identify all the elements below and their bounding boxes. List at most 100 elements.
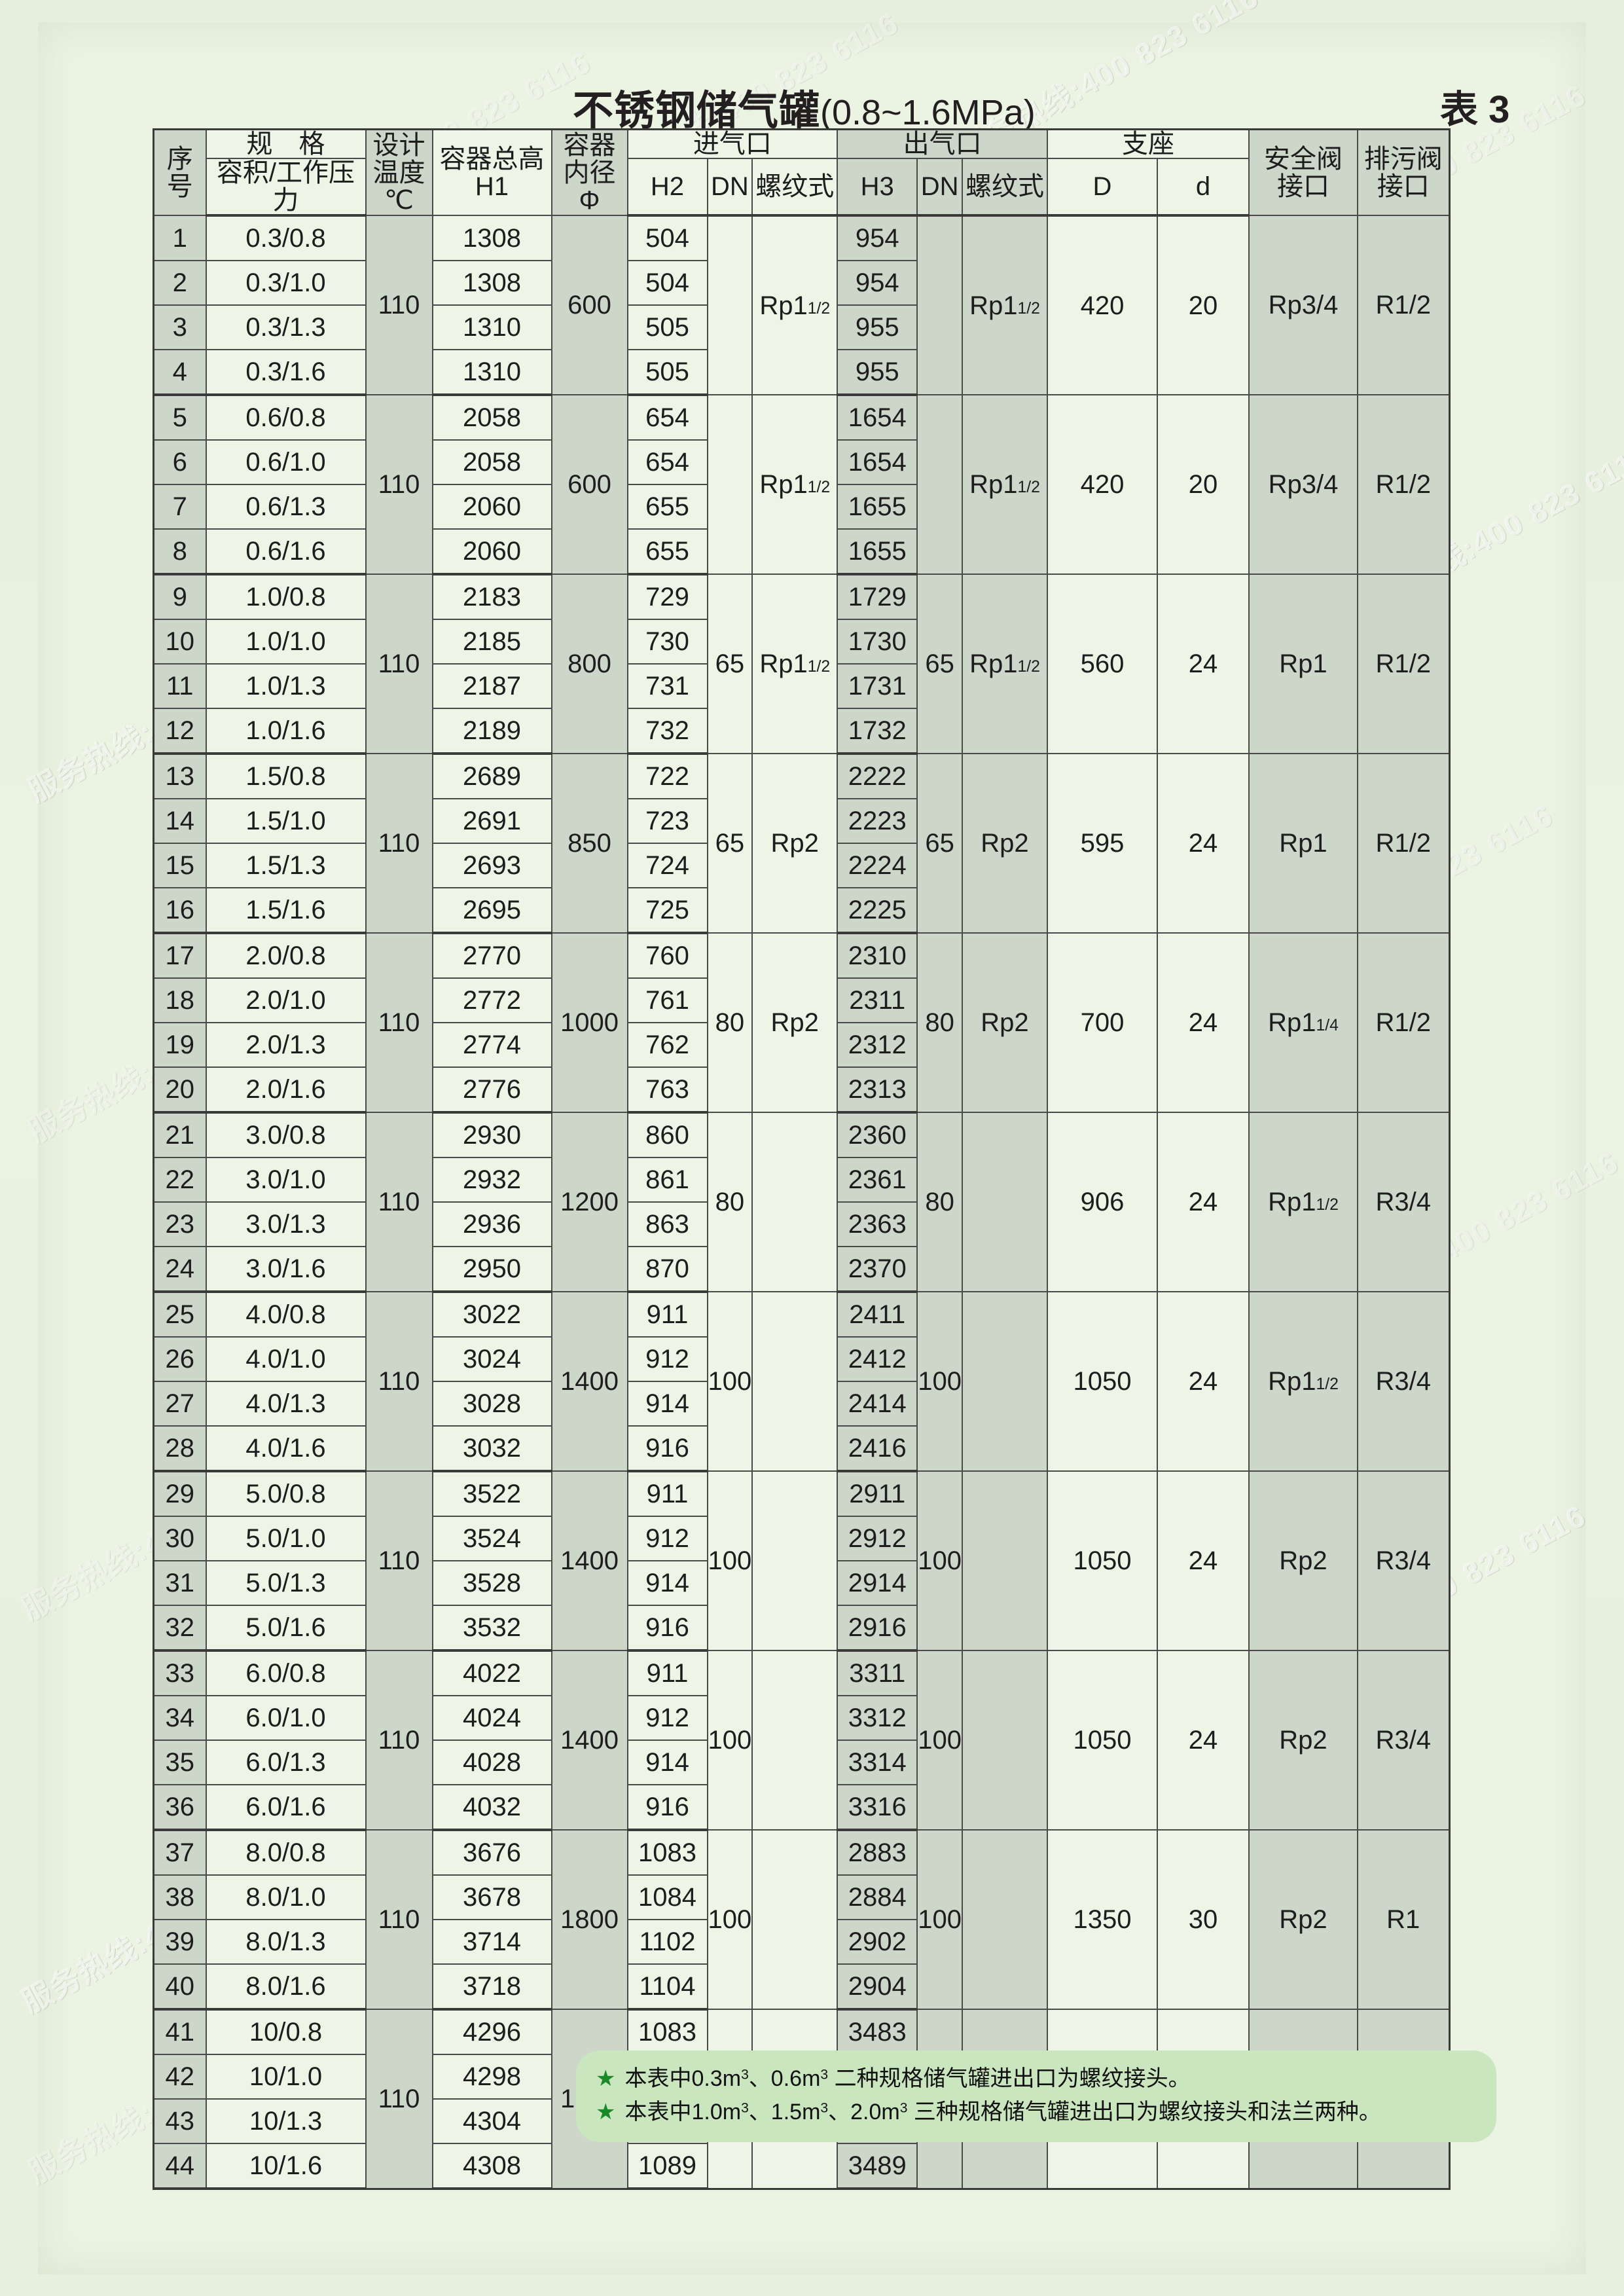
cell-seq: 31: [153, 1560, 207, 1606]
cell-outlet-h3: 2416: [837, 1425, 918, 1472]
cell-outlet-thread: [962, 1829, 1048, 2010]
cell-spec: 8.0/1.6: [205, 1963, 367, 2011]
cell-safety-valve: Rp11/4: [1248, 932, 1358, 1113]
col-header-drain-valve: 排污阀 接口: [1357, 128, 1450, 216]
cell-outlet-h3: 3311: [837, 1650, 918, 1696]
cell-seq: 20: [153, 1066, 207, 1114]
spec-table-wrap: 序 号 规 格 设计 温度 ℃ 容器总高 H1 容器 内: [153, 128, 1451, 2190]
table-row: 35 6.0/1.3 4028 914 3314: [153, 1740, 1450, 1785]
star-icon: ★: [596, 2066, 616, 2091]
cell-seq: 1: [153, 215, 207, 261]
cell-inlet-h2: 860: [626, 1112, 708, 1158]
cell-inlet-h2: 505: [626, 304, 708, 350]
cell-inner-dia: 850: [550, 753, 628, 934]
cell-outlet-h3: 2360: [837, 1112, 918, 1158]
cell-seq: 34: [153, 1695, 207, 1741]
cell-spec: 10/0.8: [205, 2009, 367, 2055]
cell-outlet-h3: 955: [837, 349, 918, 396]
cell-inlet-h2: 1089: [626, 2143, 708, 2190]
cell-drain-valve: R1/2: [1357, 394, 1450, 575]
table-row: 19 2.0/1.3 2774 762 2312: [153, 1022, 1450, 1068]
cell-inlet-h2: 912: [626, 1336, 708, 1382]
cell-total-height: 4308: [431, 2143, 552, 2190]
cell-outlet-h3: 1654: [837, 439, 918, 485]
cell-inlet-dn: 100: [706, 1470, 753, 1651]
cell-inlet-h2: 724: [626, 843, 708, 888]
cell-inlet-h2: 732: [626, 708, 708, 755]
cell-outlet-h3: 2912: [837, 1516, 918, 1561]
cell-seq: 3: [153, 304, 207, 350]
cell-outlet-h3: 2313: [837, 1066, 918, 1114]
cell-seq: 8: [153, 528, 207, 575]
cell-safety-valve: Rp1: [1248, 753, 1358, 934]
cell-inlet-h2: 911: [626, 1291, 708, 1338]
cell-support-d-small: 30: [1157, 1829, 1250, 2010]
cell-total-height: 2776: [431, 1066, 552, 1114]
title-main-text: 不锈钢储气罐: [573, 88, 821, 134]
table-row: 44 10/1.6 4308 1089 3489: [153, 2143, 1450, 2190]
total-height-line2: H1: [475, 172, 509, 201]
col-header-inlet-h2: H2: [626, 158, 708, 217]
cell-outlet-h3: 3312: [837, 1695, 918, 1741]
cell-seq: 4: [153, 349, 207, 396]
safety-valve-line2: 接口: [1277, 172, 1329, 201]
cell-drain-valve: R3/4: [1357, 1112, 1450, 1292]
cell-support-d-small: 24: [1157, 574, 1250, 754]
cell-safety-valve: Rp2: [1248, 1470, 1358, 1651]
cell-inner-dia: 800: [550, 574, 628, 754]
cell-outlet-dn: 80: [916, 932, 963, 1113]
table-row: 7 0.6/1.3 2060 655 1655: [153, 484, 1450, 530]
cell-total-height: 3714: [431, 1919, 552, 1965]
cell-support-d: 700: [1047, 932, 1158, 1113]
cell-seq: 12: [153, 708, 207, 755]
cell-spec: 1.0/1.3: [205, 663, 367, 709]
cell-spec: 10/1.6: [205, 2143, 367, 2190]
cell-inlet-h2: 725: [626, 887, 708, 934]
cell-outlet-dn: 100: [916, 1470, 963, 1651]
table-row: 9 1.0/0.8 110 2183 800 729 65 Rp11/2 1729 65 Rp11/…: [153, 574, 1450, 754]
note-line: ★ 本表中1.0m3、1.5m3、2.0m3 三种规格储气罐进出口为螺纹接头和法兰…: [596, 2096, 1477, 2129]
col-header-seq: 序 号: [153, 128, 207, 216]
table-row: 27 4.0/1.3 3028 914 2414: [153, 1381, 1450, 1427]
cell-total-height: 3524: [431, 1516, 552, 1561]
cell-outlet-h3: 3314: [837, 1740, 918, 1785]
cell-outlet-h3: 2412: [837, 1336, 918, 1382]
cell-total-height: 3022: [431, 1291, 552, 1338]
cell-total-height: 1308: [431, 260, 552, 306]
cell-seq: 22: [153, 1157, 207, 1203]
cell-total-height: 4298: [431, 2054, 552, 2100]
cell-safety-valve: Rp3/4: [1248, 394, 1358, 575]
cell-design-temp: 110: [365, 2009, 433, 2189]
cell-outlet-h3: 2911: [837, 1470, 918, 1517]
col-header-inlet-thread: 螺纹式: [751, 158, 839, 217]
cell-total-height: 2695: [431, 887, 552, 934]
cell-seq: 40: [153, 1963, 207, 2011]
cell-inlet-h2: 730: [626, 619, 708, 665]
cell-design-temp: 110: [365, 932, 433, 1113]
cell-inlet-h2: 763: [626, 1066, 708, 1114]
cell-safety-valve: Rp11/2: [1248, 1291, 1358, 1472]
cell-seq: 15: [153, 843, 207, 888]
cell-total-height: 1310: [431, 349, 552, 396]
cell-inlet-dn: 80: [706, 1112, 753, 1292]
cell-support-d: 420: [1047, 215, 1158, 395]
cell-inlet-thread: [751, 1829, 839, 2010]
cell-outlet-h3: 2411: [837, 1291, 918, 1338]
cell-drain-valve: R1/2: [1357, 574, 1450, 754]
table-row: 14 1.5/1.0 2691 723 2223: [153, 798, 1450, 844]
total-height-line1: 容器总高: [439, 144, 545, 173]
cell-seq: 30: [153, 1516, 207, 1561]
cell-spec: 8.0/1.0: [205, 1874, 367, 1920]
cell-inlet-h2: 762: [626, 1022, 708, 1068]
cell-support-d-small: 24: [1157, 1112, 1250, 1292]
cell-design-temp: 110: [365, 574, 433, 754]
cell-outlet-dn: 100: [916, 1291, 963, 1472]
cell-inlet-h2: 1083: [626, 1829, 708, 1876]
cell-inlet-dn: 100: [706, 1650, 753, 1831]
cell-inlet-h2: 916: [626, 1784, 708, 1831]
note-text: 本表中0.3m3、0.6m3 二种规格储气罐进出口为螺纹接头。: [624, 2066, 1191, 2091]
cell-design-temp: 110: [365, 1650, 433, 1831]
table-row: 40 8.0/1.6 3718 1104 2904: [153, 1963, 1450, 2011]
header-row-2: 容积/工作压力 H2 DN 螺纹式 H3 DN 螺纹式 D d: [154, 158, 1450, 217]
cell-spec: 3.0/1.6: [205, 1246, 367, 1293]
